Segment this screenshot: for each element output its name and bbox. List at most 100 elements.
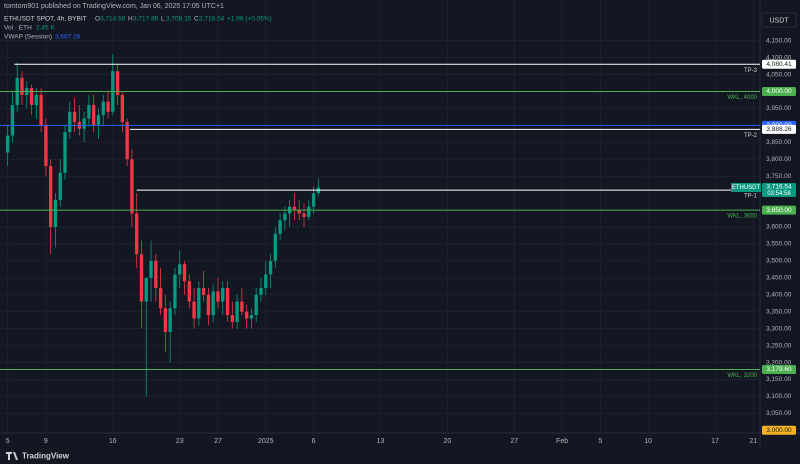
candle-body	[173, 274, 177, 309]
brand[interactable]: TradingView	[22, 452, 70, 461]
candle-body	[201, 288, 206, 295]
y-tick-label: 3,800.00	[766, 156, 792, 163]
level-price-box	[762, 364, 796, 374]
candle-body	[44, 125, 48, 167]
level-price-box	[762, 124, 796, 134]
ohlc-value: 3,708.15	[166, 16, 192, 23]
level-price: 3,888.26	[766, 126, 792, 133]
symbol-line: ETHUSDT SPOT, 4h, BYBIT	[4, 16, 87, 23]
candle-body	[106, 101, 110, 112]
y-tick-label: 4,100.00	[766, 54, 792, 61]
x-tick-label: 21	[749, 438, 757, 445]
candle-body	[29, 88, 34, 106]
candle-body	[130, 159, 134, 214]
candle-body	[225, 288, 230, 316]
level-label: WKL, 3200	[727, 373, 757, 379]
y-tick-label: 3,550.00	[766, 241, 792, 248]
currency-box[interactable]	[761, 12, 797, 28]
candle-body	[211, 291, 215, 316]
candle-body	[187, 281, 191, 302]
candle-body	[63, 132, 67, 173]
y-tick-label: 3,050.00	[766, 410, 792, 417]
candle-body	[163, 308, 168, 333]
ohlc-value: 3,717.86	[133, 16, 159, 23]
candle-body	[158, 288, 163, 309]
footer	[0, 447, 800, 464]
ohlc-key: C	[194, 16, 199, 23]
candle-body	[292, 206, 297, 211]
x-tick-label: 13	[377, 438, 385, 445]
candle-body	[197, 288, 201, 319]
candle-body	[278, 220, 282, 234]
level-label: TP-2	[744, 133, 758, 139]
level-price: 4,000.00	[766, 88, 792, 95]
candle-body	[216, 291, 220, 302]
x-tick-label: 27	[214, 438, 222, 445]
y-tick-label: 3,600.00	[766, 224, 792, 231]
candle-body	[125, 121, 129, 160]
candle-body	[48, 166, 53, 228]
y-tick-label: 3,400.00	[766, 291, 792, 298]
candle-body	[87, 105, 91, 119]
candle-body	[244, 311, 249, 319]
candle-body	[230, 315, 234, 322]
y-tick-label: 3,300.00	[766, 325, 792, 332]
y-tick-label: 3,150.00	[766, 376, 792, 383]
candle-body	[115, 71, 120, 95]
level-price-box	[762, 59, 796, 69]
level-label: WKL, 3650	[727, 214, 757, 220]
publisher: tomtom901 published on TradingView.com, …	[4, 3, 224, 10]
countdown: 03:54:58	[767, 191, 791, 197]
candle-body	[268, 260, 273, 275]
candle-body	[302, 213, 306, 217]
candle-body	[72, 111, 77, 122]
x-tick-label: 20	[443, 438, 451, 445]
x-tick-label: 23	[176, 438, 184, 445]
candle-body	[139, 254, 144, 302]
y-tick-label: 3,450.00	[766, 275, 792, 282]
candle-body	[39, 94, 43, 126]
candle-body	[144, 277, 148, 302]
level-price-box	[762, 205, 796, 215]
x-tick-label: 5	[6, 438, 10, 445]
vwap-label: VWAP (Session)	[4, 34, 52, 41]
ohlc-key: L	[161, 16, 165, 23]
level-price: 3,179.60	[766, 366, 792, 373]
candle-body	[92, 105, 96, 126]
vwap-value: 3,667.26	[55, 34, 81, 41]
y-tick-label: 3,100.00	[766, 393, 792, 400]
x-tick-label: 10	[644, 438, 652, 445]
level-price: 4,080.41	[766, 61, 792, 68]
volume-value: 2.45 K	[36, 25, 55, 32]
level-label: TP-1	[744, 194, 758, 200]
brand-logo	[6, 452, 18, 460]
candle-body	[249, 315, 254, 319]
ohlc-key: H	[128, 16, 133, 23]
candle-body	[135, 213, 139, 255]
last-price-box	[762, 183, 796, 198]
level-price-box	[762, 425, 796, 435]
x-tick-label: 16	[109, 438, 117, 445]
x-tick-label: 2025	[258, 438, 274, 445]
candle-body	[264, 274, 268, 288]
x-tick-label: 5	[598, 438, 602, 445]
last-price: 3,716.54	[766, 184, 792, 191]
candle-body	[178, 264, 182, 275]
x-tick-label: 27	[510, 438, 518, 445]
currency[interactable]: USDT	[769, 17, 789, 24]
level-label: TP-3	[744, 68, 758, 74]
change: +1.96 (+0.05%)	[227, 16, 272, 23]
candle-body	[307, 206, 311, 217]
candle-body	[20, 77, 24, 95]
candle-body	[120, 94, 125, 122]
candle-body	[254, 294, 258, 316]
ohlc-value: 3,714.58	[100, 16, 126, 23]
y-tick-label: 4,050.00	[766, 71, 792, 78]
ohlc-key: O	[95, 16, 100, 23]
x-tick-label: 6	[312, 438, 316, 445]
candle-body	[259, 288, 263, 295]
candle-body	[182, 264, 187, 282]
x-tick-label: 9	[44, 438, 48, 445]
